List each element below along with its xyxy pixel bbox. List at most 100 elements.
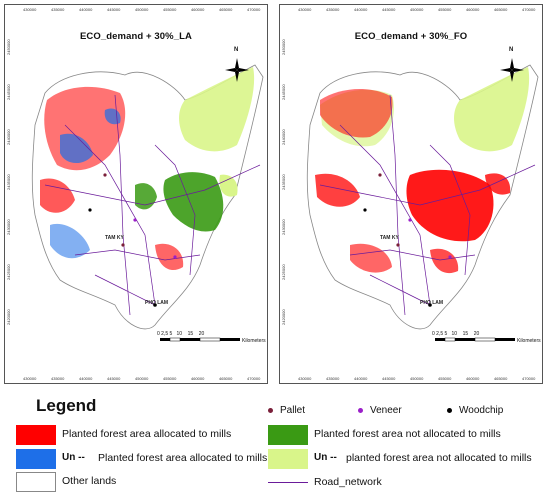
scale-bar [435,337,515,342]
legend-pallet-label: Pallet [280,405,306,416]
side-coord-label: 2430000 [281,219,286,235]
bottom-coord-label: 435000 [51,376,65,381]
bottom-coord-label: 440000 [79,376,93,381]
side-coord-label: 2420000 [6,309,11,325]
un-not-allocated-area [179,67,255,152]
bottom-coord-label: 460000 [191,376,205,381]
scale-tick-labels: 0 2,5 5 10 15 20 [432,331,480,337]
map-title-fo: ECO_demand + 30%_FO [354,31,468,42]
top-coord-label: 470000 [522,7,536,12]
bottom-coord-label: 445000 [382,376,396,381]
legend-veneer: Veneer [358,405,402,416]
legend-woodchip-label: Woodchip [459,405,504,416]
legend-un-prefix-1: Un -- [62,452,85,463]
veneer-dot-icon [358,408,363,413]
top-coord-label: 445000 [382,7,396,12]
not-allocated-area [163,172,224,232]
bottom-coord-label: 440000 [354,376,368,381]
un-not-allocated-swatch [268,449,308,469]
pallet-dot-icon [268,408,273,413]
top-coord-label: 435000 [326,7,340,12]
side-coord-label: 2435000 [281,174,286,190]
north-label: N [509,47,514,53]
side-coord-label: 2435000 [6,174,11,190]
map-panel-la: ECO_demand + 30%_LA [4,4,268,384]
legend-pallet: Pallet [268,405,305,416]
bottom-coord-label: 455000 [163,376,177,381]
allocated-area [430,248,459,274]
bottom-coord-label: 455000 [438,376,452,381]
bottom-coord-label: 470000 [247,376,261,381]
top-coord-label: 455000 [438,7,452,12]
bottom-coord-label: 430000 [298,376,312,381]
allocated-area [40,178,75,213]
bottom-coord-label: 465000 [494,376,508,381]
top-coord-label: 455000 [163,7,177,12]
mill-markers [363,173,452,307]
map-title-la: ECO_demand + 30%_LA [80,31,192,42]
legend-allocated-label: Planted forest area allocated to mills [62,428,232,440]
scale-tick-labels: 0 2,5 5 10 15 20 [157,331,205,337]
side-coord-label: 2440000 [6,129,11,145]
legend-un-allocated-label: Planted forest area allocated to mills [98,452,268,464]
other-lands-swatch [16,472,56,492]
allocated-area [485,173,511,195]
road-network [319,94,536,316]
un-allocated-swatch [16,449,56,469]
legend-veneer-label: Veneer [370,405,402,416]
bottom-coord-label: 435000 [326,376,340,381]
north-label: N [234,47,239,53]
road-swatch [268,482,308,483]
not-allocated-area [135,183,157,210]
allocated-area [155,243,184,271]
north-arrow [500,58,524,82]
top-coord-label: 440000 [354,7,368,12]
top-coord-label: 435000 [51,7,65,12]
not-allocated-swatch [268,425,308,445]
side-coord-label: 2450000 [6,39,11,55]
scale-unit: Kilometers [517,338,541,344]
legend-road-label: Road_network [314,476,382,488]
side-coord-label: 2425000 [6,264,11,280]
north-arrow [225,58,249,82]
top-coord-label: 445000 [107,7,121,12]
top-coord-label: 460000 [191,7,205,12]
bottom-coord-label: 450000 [410,376,424,381]
top-coord-label: 470000 [247,7,261,12]
un-allocated-area [60,133,93,164]
top-coord-label: 430000 [23,7,37,12]
side-coord-label: 2420000 [281,309,286,325]
bottom-coord-label: 460000 [466,376,480,381]
map-fo-svg [306,58,539,342]
mill-markers [88,173,177,307]
top-coord-label: 460000 [466,7,480,12]
bottom-coord-label: 445000 [107,376,121,381]
un-not-allocated-area [454,67,530,152]
side-coord-label: 2440000 [281,129,286,145]
city-label: PHO LAM [145,300,169,306]
side-coord-label: 2430000 [6,219,11,235]
legend-title: Legend [36,396,97,415]
bottom-coord-label: 465000 [219,376,233,381]
side-coord-label: 2450000 [281,39,286,55]
top-coord-label: 440000 [79,7,93,12]
allocated-area [315,173,360,207]
bottom-coord-label: 450000 [135,376,149,381]
allocated-swatch [16,425,56,445]
scale-bar [160,337,240,342]
allocated-area [320,89,393,138]
un-allocated-area [50,223,90,259]
city-label: PHO LAM [420,300,444,306]
side-coord-label: 2445000 [6,84,11,100]
woodchip-dot-icon [447,408,452,413]
side-coord-label: 2445000 [281,84,286,100]
side-coord-label: 2425000 [281,264,286,280]
legend-un-not-allocated-label: planted forest area not allocated to mil… [346,452,532,464]
map-panel-fo: ECO_demand + 30%_FO [279,4,543,384]
legend-un-prefix-2: Un -- [314,452,337,463]
un-not-allocated-area [219,174,238,197]
top-coord-label: 450000 [410,7,424,12]
legend-not-allocated-label: Planted forest area not allocated to mil… [314,428,501,440]
allocated-area [406,169,494,242]
legend-other-label: Other lands [62,475,117,487]
